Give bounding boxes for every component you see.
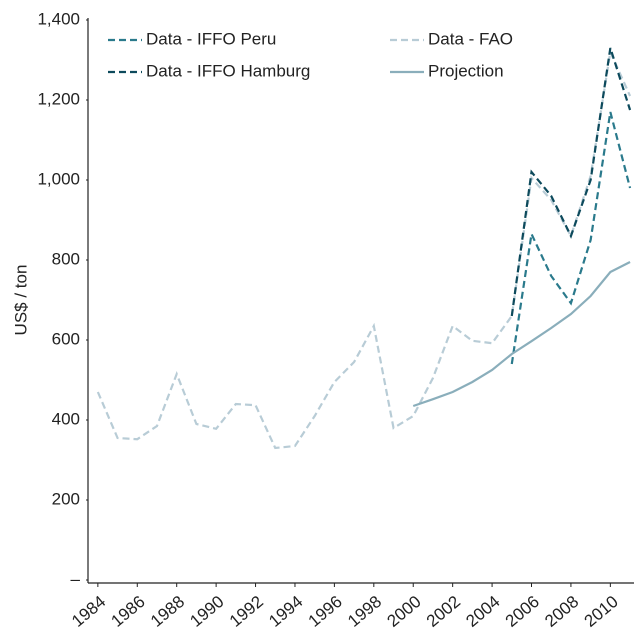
series-line xyxy=(412,261,631,408)
y-tick-label: 800 xyxy=(52,249,80,268)
y-tick-label: 400 xyxy=(52,409,80,428)
legend-label: Data - FAO xyxy=(428,29,513,48)
series-line xyxy=(510,111,632,365)
x-tick-label: 1984 xyxy=(68,592,109,631)
y-tick-label: 600 xyxy=(52,329,80,348)
legend-label: Data - IFFO Hamburg xyxy=(146,61,310,80)
y-axis-label: US$ / ton xyxy=(11,265,30,336)
x-tick-label: 2006 xyxy=(502,592,543,631)
y-tick-label: 1,200 xyxy=(37,89,80,108)
x-tick-label: 2002 xyxy=(423,592,464,631)
x-tick-label: 2008 xyxy=(541,592,582,631)
y-tick-label: 1,400 xyxy=(37,9,80,28)
x-tick-label: 1992 xyxy=(226,592,267,631)
x-tick-label: 2000 xyxy=(383,592,424,631)
y-tick-label: 1,000 xyxy=(37,169,80,188)
x-tick-label: 1994 xyxy=(265,592,306,631)
x-tick-label: 2010 xyxy=(581,592,622,631)
x-tick-label: 1998 xyxy=(344,592,385,631)
y-tick-label: 200 xyxy=(52,489,80,508)
x-tick-label: 1990 xyxy=(186,592,227,631)
series-line xyxy=(96,48,632,450)
legend-label: Projection xyxy=(428,61,504,80)
x-tick-label: 1988 xyxy=(147,592,188,631)
legend-label: Data - IFFO Peru xyxy=(146,29,276,48)
x-tick-label: 1996 xyxy=(305,592,346,631)
y-tick-label: – xyxy=(71,569,81,588)
x-tick-label: 1986 xyxy=(108,592,149,631)
series-line xyxy=(510,47,632,317)
x-tick-label: 2004 xyxy=(462,592,503,631)
